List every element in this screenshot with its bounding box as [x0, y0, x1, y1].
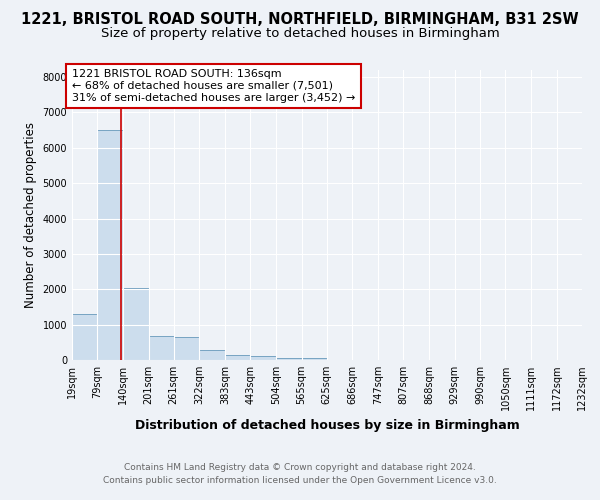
Text: 1221 BRISTOL ROAD SOUTH: 136sqm
← 68% of detached houses are smaller (7,501)
31%: 1221 BRISTOL ROAD SOUTH: 136sqm ← 68% of… [72, 70, 355, 102]
Bar [72, 314, 97, 360]
Bar [225, 355, 250, 360]
Bar [302, 358, 327, 360]
Text: Contains public sector information licensed under the Open Government Licence v3: Contains public sector information licen… [103, 476, 497, 485]
Text: 1221, BRISTOL ROAD SOUTH, NORTHFIELD, BIRMINGHAM, B31 2SW: 1221, BRISTOL ROAD SOUTH, NORTHFIELD, BI… [21, 12, 579, 28]
Bar [149, 336, 174, 360]
Text: Contains HM Land Registry data © Crown copyright and database right 2024.: Contains HM Land Registry data © Crown c… [124, 464, 476, 472]
Bar [199, 350, 225, 360]
Bar [123, 288, 149, 360]
Y-axis label: Number of detached properties: Number of detached properties [24, 122, 37, 308]
Bar [276, 358, 302, 360]
Bar [97, 130, 123, 360]
X-axis label: Distribution of detached houses by size in Birmingham: Distribution of detached houses by size … [134, 418, 520, 432]
Bar [174, 337, 199, 360]
Bar [250, 356, 276, 360]
Text: Size of property relative to detached houses in Birmingham: Size of property relative to detached ho… [101, 28, 499, 40]
